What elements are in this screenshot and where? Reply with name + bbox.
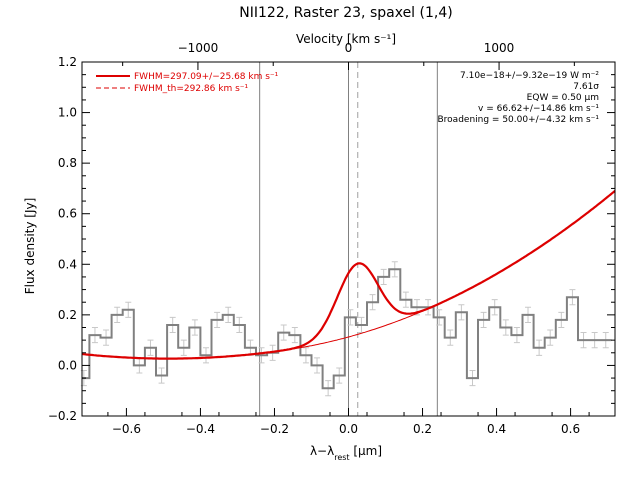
chart-title: NII122, Raster 23, spaxel (1,4) (239, 5, 452, 21)
plot-area (80, 62, 616, 416)
x-tick-label: 0.0 (339, 422, 358, 436)
y-tick-label: −0.2 (48, 409, 77, 423)
x-tick-label: −0.2 (260, 422, 289, 436)
y-axis-label: Flux density [Jy] (23, 198, 37, 295)
x-axis-label: λ−λrest [μm] (310, 444, 382, 462)
top-tick-label: 0 (345, 41, 353, 55)
top-tick-label: −1000 (178, 41, 219, 55)
y-tick-label: 0.4 (58, 257, 77, 271)
x-tick-label: −0.4 (186, 422, 215, 436)
broadening-annotation: Broadening = 50.00+/−4.32 km s⁻¹ (438, 115, 600, 125)
y-tick-label: 0.6 (58, 207, 77, 221)
legend-fwhm-th-label: FWHM_th=292.86 km s⁻¹ (134, 84, 249, 94)
flux-annotation: 7.10e−18+/−9.32e−19 W m⁻² (460, 71, 599, 81)
y-tick-label: 1.2 (58, 55, 77, 69)
axis-ticks: −0.6 −0.4 −0.2 0.0 0.2 0.4 0.6 −0.2 0.0 0.2 0.4 0.6… (48, 41, 615, 436)
x-tick-label: 0.4 (487, 422, 506, 436)
velocity-annotation: v = 66.62+/−14.86 km s⁻¹ (478, 104, 599, 114)
x-tick-label: 0.2 (413, 422, 432, 436)
legend-fwhm-label: FWHM=297.09+/−25.68 km s⁻¹ (134, 72, 279, 82)
top-tick-label: 1000 (484, 41, 515, 55)
y-tick-label: 1.0 (58, 106, 77, 120)
legend: FWHM=297.09+/−25.68 km s⁻¹ FWHM_th=292.8… (96, 72, 279, 94)
gaussian-fit-line (81, 190, 616, 360)
y-tick-label: 0.2 (58, 308, 77, 322)
top-axis-label: Velocity [km s⁻¹] (296, 32, 396, 46)
y-tick-label: 0.0 (58, 358, 77, 372)
fit-annotations: 7.10e−18+/−9.32e−19 W m⁻² 7.61σ EQW = 0.… (438, 71, 600, 125)
x-tick-label: −0.6 (112, 422, 141, 436)
y-tick-label: 0.8 (58, 156, 77, 170)
eqw-annotation: EQW = 0.50 μm (527, 93, 599, 103)
x-tick-label: 0.6 (561, 422, 580, 436)
sigma-annotation: 7.61σ (573, 82, 599, 92)
